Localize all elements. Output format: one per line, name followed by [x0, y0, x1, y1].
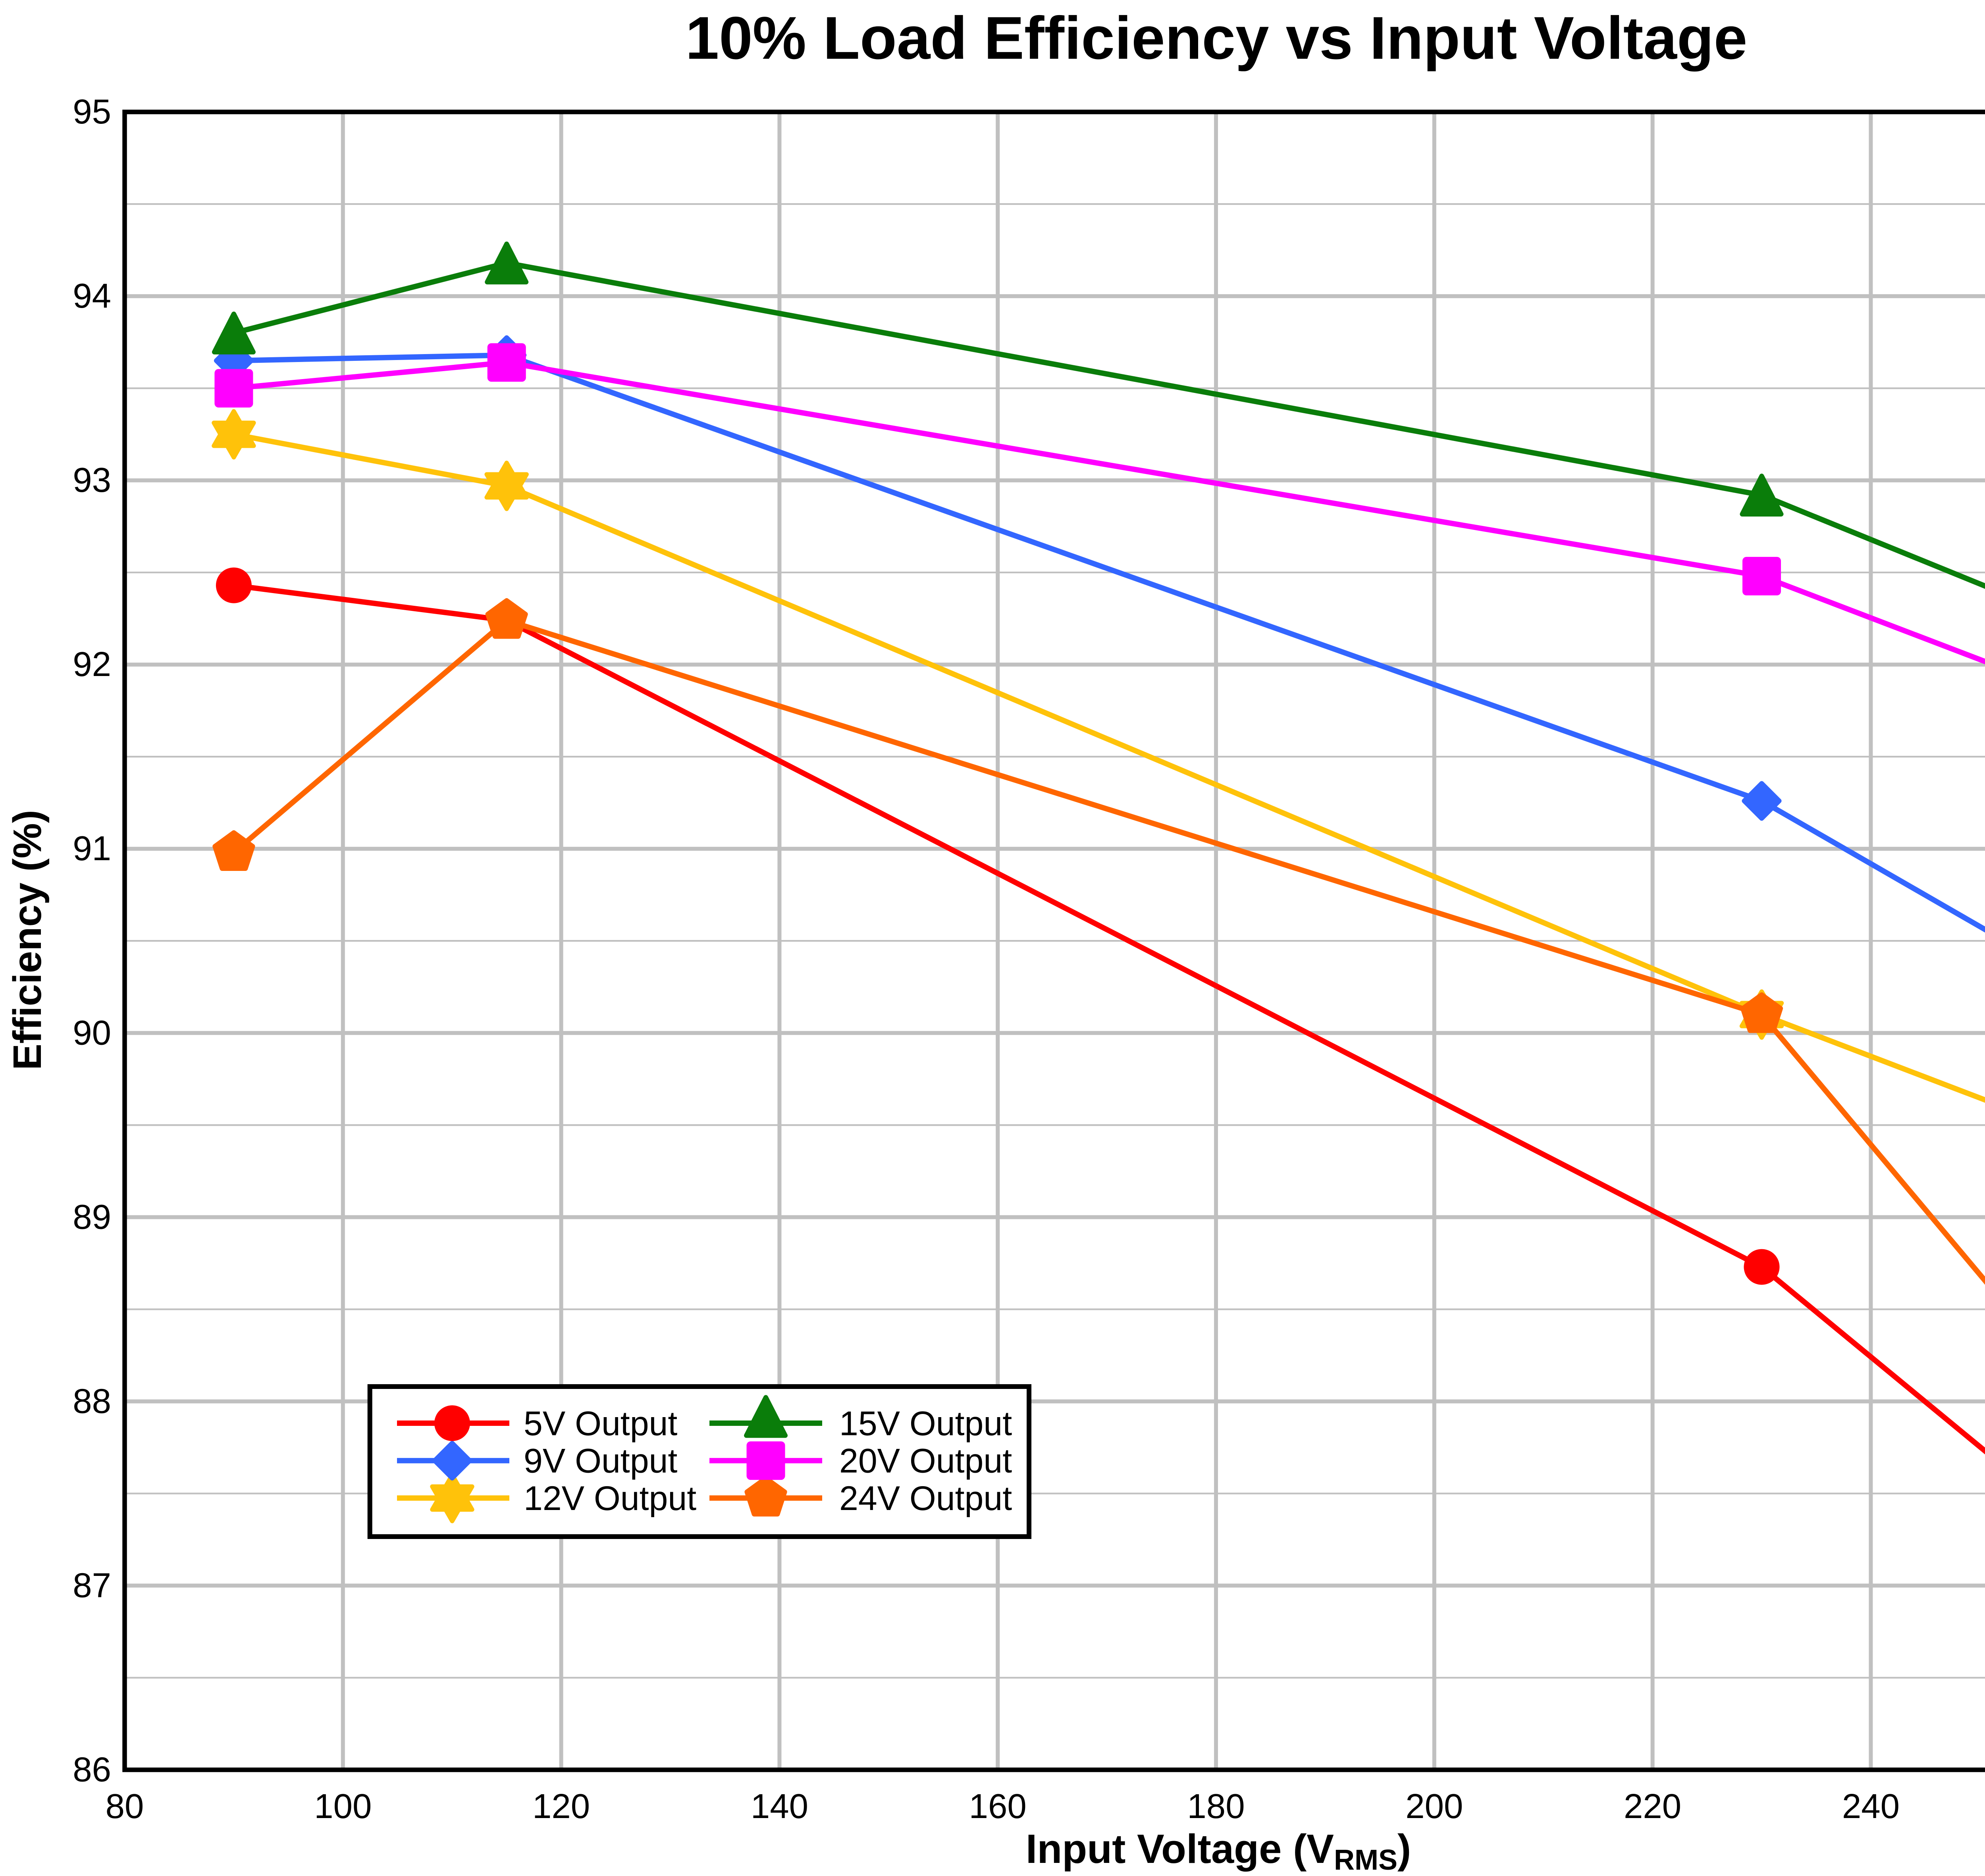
- svg-text:Efficiency (%): Efficiency (%): [5, 810, 50, 1070]
- svg-text:90: 90: [73, 1013, 111, 1052]
- svg-text:94: 94: [73, 277, 111, 315]
- svg-text:95: 95: [73, 92, 111, 131]
- svg-text:10% Load Efficiency vs Input V: 10% Load Efficiency vs Input Voltage: [686, 4, 1748, 72]
- svg-text:200: 200: [1405, 1787, 1463, 1826]
- svg-text:24V Output: 24V Output: [839, 1479, 1012, 1518]
- svg-text:9V Output: 9V Output: [524, 1442, 677, 1480]
- svg-text:92: 92: [73, 645, 111, 684]
- svg-text:20V Output: 20V Output: [839, 1442, 1012, 1480]
- svg-text:86: 86: [73, 1751, 111, 1789]
- svg-text:120: 120: [532, 1787, 590, 1826]
- svg-text:180: 180: [1187, 1787, 1245, 1826]
- svg-text:91: 91: [73, 829, 111, 868]
- svg-text:140: 140: [751, 1787, 808, 1826]
- svg-text:220: 220: [1624, 1787, 1681, 1826]
- svg-text:100: 100: [314, 1787, 372, 1826]
- svg-text:12V Output: 12V Output: [524, 1479, 696, 1518]
- svg-text:240: 240: [1842, 1787, 1900, 1826]
- svg-text:160: 160: [969, 1787, 1027, 1826]
- svg-text:15V Output: 15V Output: [839, 1404, 1012, 1443]
- svg-text:80: 80: [106, 1787, 144, 1826]
- svg-text:89: 89: [73, 1198, 111, 1236]
- svg-text:87: 87: [73, 1566, 111, 1604]
- svg-text:5V Output: 5V Output: [524, 1404, 677, 1443]
- svg-text:93: 93: [73, 461, 111, 499]
- svg-text:88: 88: [73, 1382, 111, 1420]
